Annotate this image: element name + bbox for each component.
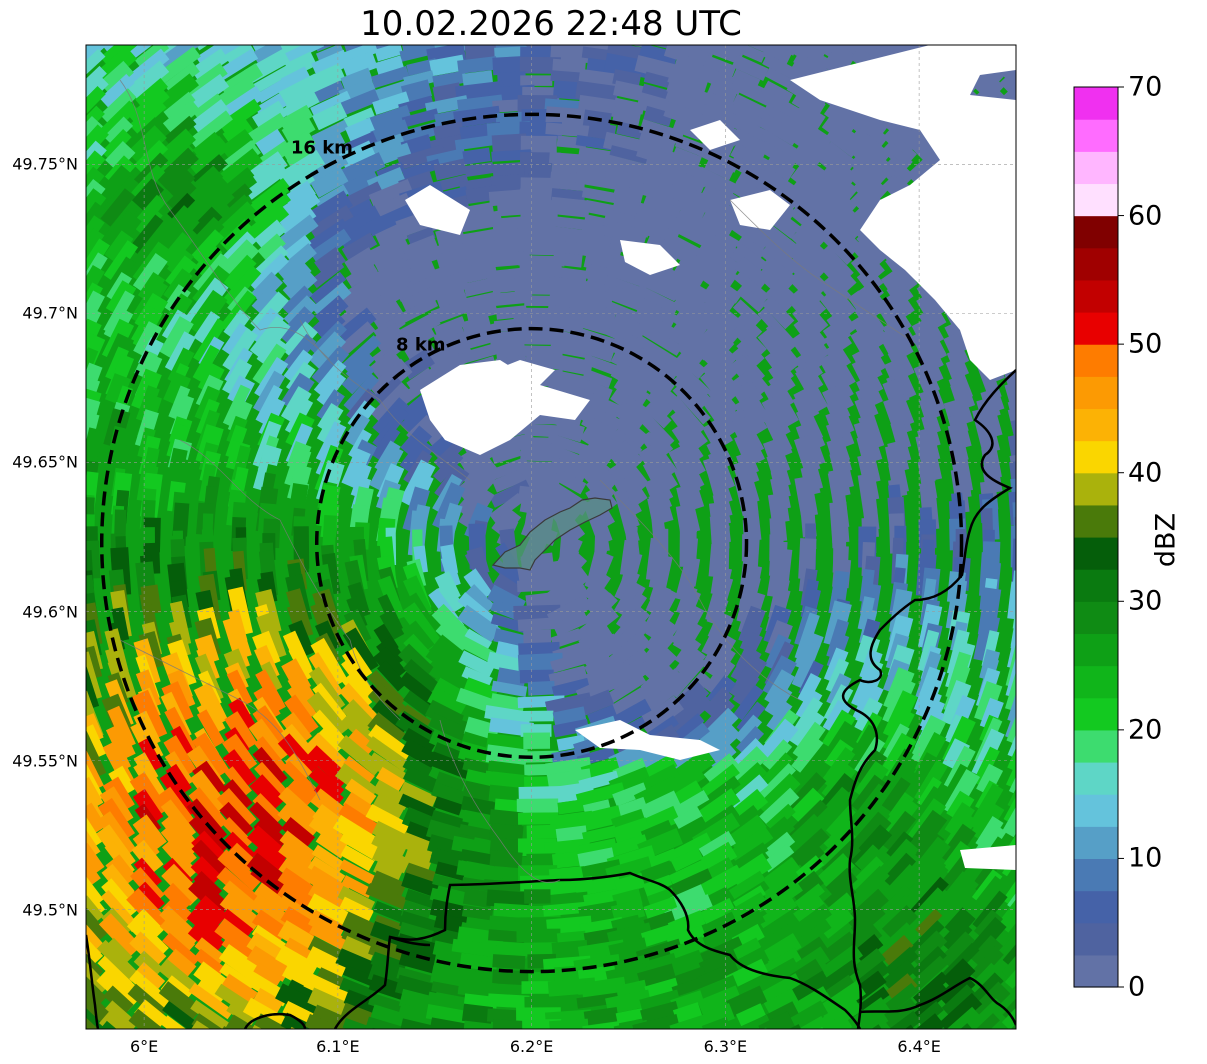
colorbar — [1073, 86, 1124, 988]
colorbar-segment — [1074, 890, 1118, 924]
border-bottom-left — [243, 1013, 307, 1029]
colorbar-tick-label: 70 — [1128, 71, 1163, 103]
x-tick-label: 6.4°E — [897, 1037, 941, 1056]
colorbar-segment — [1074, 440, 1118, 474]
colorbar-segment — [1074, 858, 1118, 892]
range-ring-label-8km: 8 km — [396, 334, 446, 355]
colorbar-tick-label: 40 — [1128, 457, 1163, 489]
y-tick-label: 49.55°N — [12, 751, 78, 771]
x-tick-label: 6°E — [129, 1037, 159, 1056]
city-outline — [491, 497, 613, 571]
figure-title: 10.02.2026 22:48 UTC — [360, 4, 742, 44]
range-ring-8km — [314, 326, 749, 760]
colorbar-segment — [1074, 762, 1118, 795]
colorbar-segment — [1074, 119, 1118, 152]
border-southwest — [86, 934, 100, 1029]
border-bottom-mid — [389, 935, 431, 947]
colorbar-segment — [1074, 794, 1118, 827]
colorbar-segment — [1074, 408, 1118, 442]
range-ring-16km — [99, 112, 964, 974]
border-east — [841, 369, 1016, 1029]
colorbar-unit-label: dBZ — [1150, 512, 1182, 568]
colorbar-segment — [1074, 601, 1118, 635]
colorbar-segment — [1074, 312, 1118, 345]
colorbar-tick-label: 30 — [1128, 585, 1163, 617]
colorbar-segment — [1074, 87, 1118, 120]
colorbar-segment — [1074, 537, 1118, 570]
colorbar-segment — [1074, 183, 1118, 217]
range-ring-label-16km: 16 km — [291, 138, 353, 159]
x-tick-label: 6.3°E — [703, 1037, 748, 1056]
colorbar-tick-label: 20 — [1128, 714, 1163, 746]
colorbar-segment — [1074, 151, 1118, 185]
colorbar-segment — [1074, 376, 1118, 410]
colorbar-segment — [1074, 954, 1118, 988]
colorbar-segment — [1074, 247, 1118, 281]
range-rings: 8 km 16 km — [99, 112, 964, 974]
y-tick-label: 49.7°N — [22, 303, 78, 323]
y-tick-label: 49.6°N — [22, 602, 78, 622]
y-tick-label: 49.75°N — [12, 154, 78, 174]
colorbar-segment — [1074, 922, 1118, 956]
colorbar-tick-label: 50 — [1128, 328, 1163, 360]
x-tick-label: 6.1°E — [316, 1037, 360, 1056]
y-tick-label: 49.5°N — [22, 900, 78, 920]
border-southeast — [859, 976, 1016, 1026]
colorbar-tick-label: 10 — [1128, 842, 1163, 874]
country-borders — [86, 369, 1016, 1029]
map-frame — [85, 44, 1017, 1030]
colorbar-segment — [1074, 472, 1118, 506]
y-tick-label: 49.65°N — [12, 452, 78, 472]
colorbar-segment — [1074, 504, 1118, 538]
colorbar-segment — [1074, 633, 1118, 667]
colorbar-segment — [1074, 697, 1118, 731]
colorbar-tick-label: 60 — [1128, 200, 1163, 232]
x-tick-label: 6.2°E — [509, 1037, 554, 1056]
colorbar-segment — [1074, 569, 1118, 602]
colorbar-segment — [1074, 665, 1118, 699]
colorbar-segment — [1074, 279, 1118, 313]
colorbar-segment — [1074, 215, 1118, 249]
colorbar-segment — [1074, 344, 1118, 377]
colorbar-tick-label: 0 — [1128, 971, 1146, 1003]
colorbar-segment — [1074, 729, 1118, 763]
admin-boundaries — [119, 79, 911, 883]
colorbar-segment — [1074, 826, 1118, 860]
